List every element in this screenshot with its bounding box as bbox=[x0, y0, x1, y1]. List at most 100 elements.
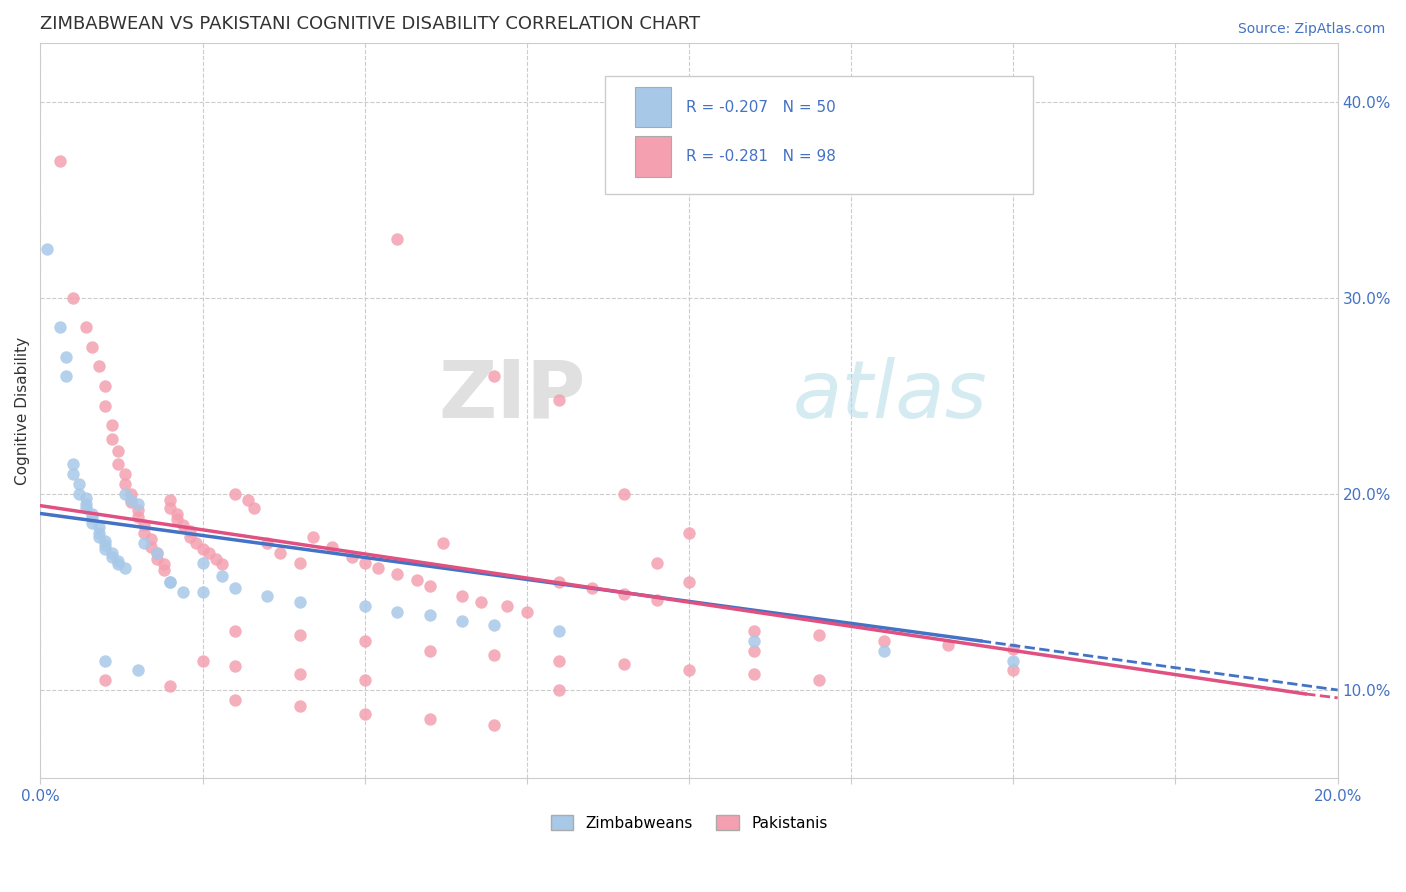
Point bbox=[152, 563, 174, 577]
Point bbox=[353, 599, 375, 613]
Point bbox=[134, 526, 156, 541]
Point bbox=[87, 520, 110, 534]
Point bbox=[127, 497, 149, 511]
Point bbox=[166, 507, 188, 521]
Point bbox=[179, 530, 201, 544]
Point bbox=[613, 587, 636, 601]
Point bbox=[548, 624, 571, 639]
Point bbox=[548, 683, 571, 698]
Point bbox=[645, 592, 668, 607]
Point bbox=[184, 536, 207, 550]
Point bbox=[120, 487, 142, 501]
Point bbox=[114, 487, 136, 501]
Point bbox=[107, 558, 129, 572]
Point bbox=[288, 667, 311, 681]
Point bbox=[678, 526, 700, 541]
Point bbox=[191, 654, 214, 668]
Point bbox=[451, 589, 474, 603]
Text: R = -0.207   N = 50: R = -0.207 N = 50 bbox=[686, 100, 837, 115]
Point bbox=[94, 538, 117, 552]
Point bbox=[678, 575, 700, 590]
Point bbox=[211, 569, 233, 583]
Point bbox=[548, 392, 571, 407]
Point bbox=[645, 556, 668, 570]
Point bbox=[613, 487, 636, 501]
Point bbox=[256, 589, 278, 603]
Point bbox=[67, 477, 90, 491]
Point bbox=[301, 530, 323, 544]
Point bbox=[496, 599, 519, 613]
Point bbox=[159, 492, 181, 507]
Point bbox=[419, 644, 441, 658]
Point bbox=[114, 467, 136, 482]
Point bbox=[353, 634, 375, 648]
Point bbox=[405, 573, 427, 587]
Point bbox=[198, 546, 221, 560]
Point bbox=[94, 399, 117, 413]
Point bbox=[872, 644, 894, 658]
Bar bbox=[634, 136, 671, 177]
Point bbox=[353, 706, 375, 721]
Point bbox=[146, 546, 169, 560]
Point bbox=[159, 575, 181, 590]
Point bbox=[62, 291, 84, 305]
Point bbox=[107, 458, 129, 472]
Point bbox=[211, 558, 233, 572]
Point bbox=[82, 510, 104, 524]
Point bbox=[82, 340, 104, 354]
Point bbox=[419, 608, 441, 623]
Point bbox=[204, 551, 226, 566]
Point bbox=[1002, 654, 1025, 668]
Point bbox=[385, 605, 408, 619]
Point bbox=[470, 595, 492, 609]
Point bbox=[742, 667, 765, 681]
Text: Source: ZipAtlas.com: Source: ZipAtlas.com bbox=[1237, 22, 1385, 37]
Point bbox=[353, 556, 375, 570]
Point bbox=[67, 487, 90, 501]
Point bbox=[139, 532, 162, 546]
Point bbox=[191, 541, 214, 556]
Point bbox=[94, 379, 117, 393]
Point bbox=[100, 546, 122, 560]
Point bbox=[152, 558, 174, 572]
Point bbox=[742, 634, 765, 648]
Point bbox=[548, 654, 571, 668]
Point bbox=[94, 541, 117, 556]
Y-axis label: Cognitive Disability: Cognitive Disability bbox=[15, 336, 30, 484]
Point bbox=[451, 615, 474, 629]
Point bbox=[146, 546, 169, 560]
Point bbox=[114, 561, 136, 575]
Point bbox=[288, 698, 311, 713]
Point bbox=[120, 494, 142, 508]
Point bbox=[75, 497, 97, 511]
Point bbox=[938, 638, 960, 652]
Point bbox=[224, 693, 246, 707]
Point bbox=[224, 487, 246, 501]
Point bbox=[484, 618, 506, 632]
Point bbox=[159, 500, 181, 515]
Point bbox=[75, 320, 97, 334]
Point bbox=[94, 533, 117, 548]
Point bbox=[269, 546, 291, 560]
Point bbox=[134, 536, 156, 550]
Point bbox=[49, 320, 72, 334]
Point bbox=[432, 536, 454, 550]
Point bbox=[872, 634, 894, 648]
Point bbox=[1002, 641, 1025, 656]
Point bbox=[107, 443, 129, 458]
Point bbox=[127, 664, 149, 678]
Point bbox=[75, 500, 97, 515]
Point bbox=[82, 507, 104, 521]
Point bbox=[224, 659, 246, 673]
Point bbox=[419, 579, 441, 593]
Point bbox=[75, 491, 97, 505]
Point bbox=[159, 575, 181, 590]
Bar bbox=[634, 87, 671, 128]
Text: R = -0.281   N = 98: R = -0.281 N = 98 bbox=[686, 149, 837, 164]
Point bbox=[100, 432, 122, 446]
Point bbox=[353, 673, 375, 688]
Point bbox=[288, 556, 311, 570]
Point bbox=[55, 350, 77, 364]
Point bbox=[484, 369, 506, 384]
Point bbox=[678, 664, 700, 678]
